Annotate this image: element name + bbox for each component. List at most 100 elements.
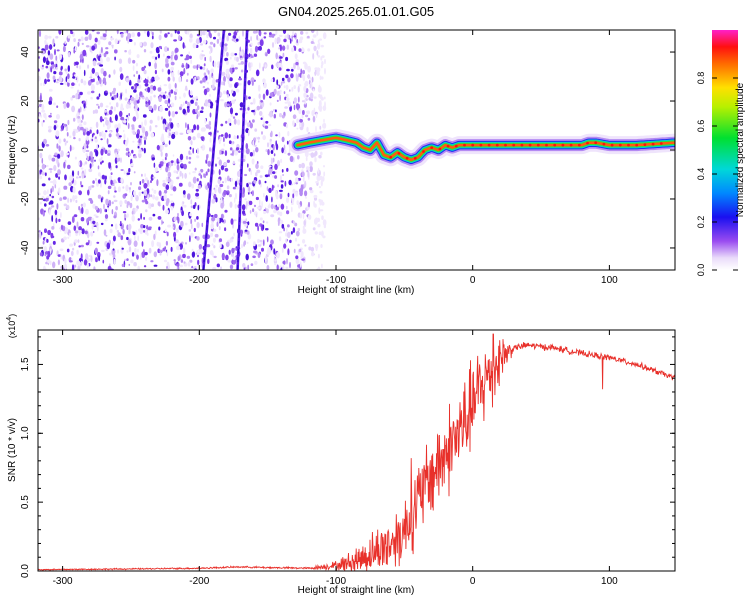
noise-blob	[227, 71, 229, 77]
noise-blob	[180, 220, 184, 228]
noise-blob	[247, 182, 252, 185]
noise-blob	[223, 162, 228, 167]
noise-blob	[200, 146, 203, 149]
x-tick-label: -300	[53, 576, 73, 587]
noise-blob	[231, 236, 234, 240]
noise-blob	[192, 65, 197, 69]
noise-blob	[84, 169, 87, 176]
noise-blob	[113, 199, 118, 203]
noise-blob	[199, 110, 204, 113]
noise-blob	[318, 185, 321, 189]
noise-blob	[104, 178, 107, 185]
noise-blob	[146, 188, 150, 195]
x-tick-label: 0	[470, 275, 476, 286]
noise-blob	[115, 152, 118, 158]
noise-blob	[195, 108, 198, 113]
noise-blob	[173, 39, 178, 42]
noise-blob	[232, 256, 236, 261]
noise-blob	[157, 201, 161, 206]
noise-blob	[147, 194, 150, 200]
noise-blob	[185, 155, 189, 160]
noise-blob	[302, 213, 305, 220]
noise-blob	[285, 93, 289, 98]
noise-blob	[197, 105, 200, 110]
noise-blob	[236, 56, 239, 62]
noise-blob	[250, 42, 253, 46]
noise-blob	[78, 161, 80, 166]
noise-blob	[90, 71, 93, 78]
noise-blob	[235, 89, 240, 93]
noise-blob	[247, 233, 252, 240]
track-hotspot	[561, 143, 565, 147]
noise-blob	[248, 186, 251, 193]
noise-blob	[229, 177, 232, 182]
noise-blob	[170, 54, 173, 60]
x-tick-label: -100	[326, 576, 346, 587]
noise-blob	[276, 211, 281, 215]
noise-blob	[52, 179, 57, 186]
noise-blob	[273, 209, 277, 214]
noise-blob	[297, 85, 300, 93]
noise-blob	[253, 204, 257, 208]
noise-blob	[44, 42, 49, 45]
noise-blob	[256, 206, 261, 210]
noise-blob	[161, 219, 163, 226]
noise-blob	[150, 260, 154, 263]
noise-blob	[216, 263, 220, 268]
noise-blob	[141, 179, 145, 184]
noise-blob	[143, 229, 146, 233]
noise-blob	[196, 114, 199, 119]
noise-blob	[250, 36, 253, 42]
noise-blob	[170, 66, 174, 71]
noise-blob	[252, 119, 255, 123]
noise-blob	[233, 31, 237, 36]
noise-blob	[118, 81, 121, 87]
noise-blob	[222, 198, 225, 205]
snr-scale-text: (x10	[7, 321, 17, 339]
noise-blob	[76, 249, 79, 255]
noise-blob	[87, 64, 90, 69]
noise-blob	[114, 223, 118, 230]
noise-blob	[49, 260, 52, 266]
noise-blob	[292, 220, 296, 225]
noise-blob	[241, 204, 246, 211]
noise-blob	[228, 249, 231, 255]
noise-blob	[305, 156, 308, 162]
noise-blob	[255, 163, 259, 169]
noise-blob	[270, 203, 274, 210]
noise-blob	[276, 253, 278, 256]
noise-blob	[126, 250, 129, 253]
noise-blob	[298, 204, 301, 209]
noise-blob	[100, 148, 104, 156]
noise-blob	[205, 124, 210, 129]
noise-blob	[133, 240, 138, 247]
noise-blob	[309, 187, 313, 191]
noise-blob	[73, 214, 78, 218]
noise-blob	[283, 149, 287, 155]
noise-blob	[144, 139, 146, 145]
noise-blob	[165, 156, 167, 161]
noise-blob	[56, 114, 60, 120]
noise-blob	[54, 152, 58, 156]
noise-blob	[219, 136, 222, 141]
noise-blob	[65, 142, 67, 145]
noise-blob	[76, 64, 79, 69]
noise-blob	[165, 184, 170, 190]
noise-blob	[105, 209, 108, 213]
noise-blob	[224, 43, 228, 47]
x-tick-label: -300	[53, 275, 73, 286]
noise-blob	[182, 253, 186, 259]
noise-blob	[126, 236, 129, 241]
noise-blob	[300, 185, 304, 191]
noise-blob	[42, 240, 45, 245]
noise-blob	[211, 192, 214, 196]
noise-blob	[148, 205, 151, 209]
noise-blob	[293, 104, 296, 111]
noise-blob	[114, 157, 118, 165]
noise-blob	[133, 190, 137, 197]
noise-blob	[294, 237, 298, 242]
noise-blob	[53, 154, 56, 157]
noise-blob	[251, 190, 254, 197]
noise-blob	[229, 147, 233, 151]
noise-blob	[40, 65, 43, 69]
